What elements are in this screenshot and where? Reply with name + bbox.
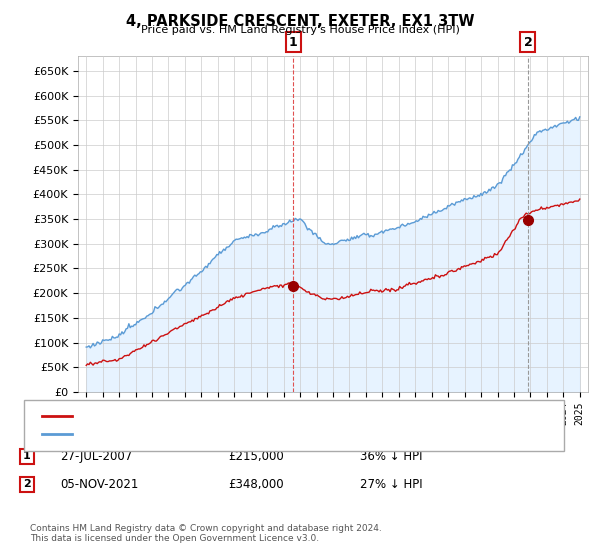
Text: 2: 2 [524,35,532,49]
Text: 2: 2 [23,479,31,489]
Text: Price paid vs. HM Land Registry's House Price Index (HPI): Price paid vs. HM Land Registry's House … [140,25,460,35]
Text: HPI: Average price, detached house, East Devon: HPI: Average price, detached house, East… [78,429,348,439]
Text: 05-NOV-2021: 05-NOV-2021 [60,478,139,491]
Text: 1: 1 [23,451,31,461]
Text: £348,000: £348,000 [228,478,284,491]
Text: £215,000: £215,000 [228,450,284,463]
Text: 27% ↓ HPI: 27% ↓ HPI [360,478,422,491]
Text: Contains HM Land Registry data © Crown copyright and database right 2024.
This d: Contains HM Land Registry data © Crown c… [30,524,382,543]
Text: 4, PARKSIDE CRESCENT, EXETER, EX1 3TW (detached house): 4, PARKSIDE CRESCENT, EXETER, EX1 3TW (d… [78,411,419,421]
Text: 36% ↓ HPI: 36% ↓ HPI [360,450,422,463]
Text: 27-JUL-2007: 27-JUL-2007 [60,450,132,463]
Text: 4, PARKSIDE CRESCENT, EXETER, EX1 3TW: 4, PARKSIDE CRESCENT, EXETER, EX1 3TW [126,14,474,29]
Text: 1: 1 [289,35,298,49]
